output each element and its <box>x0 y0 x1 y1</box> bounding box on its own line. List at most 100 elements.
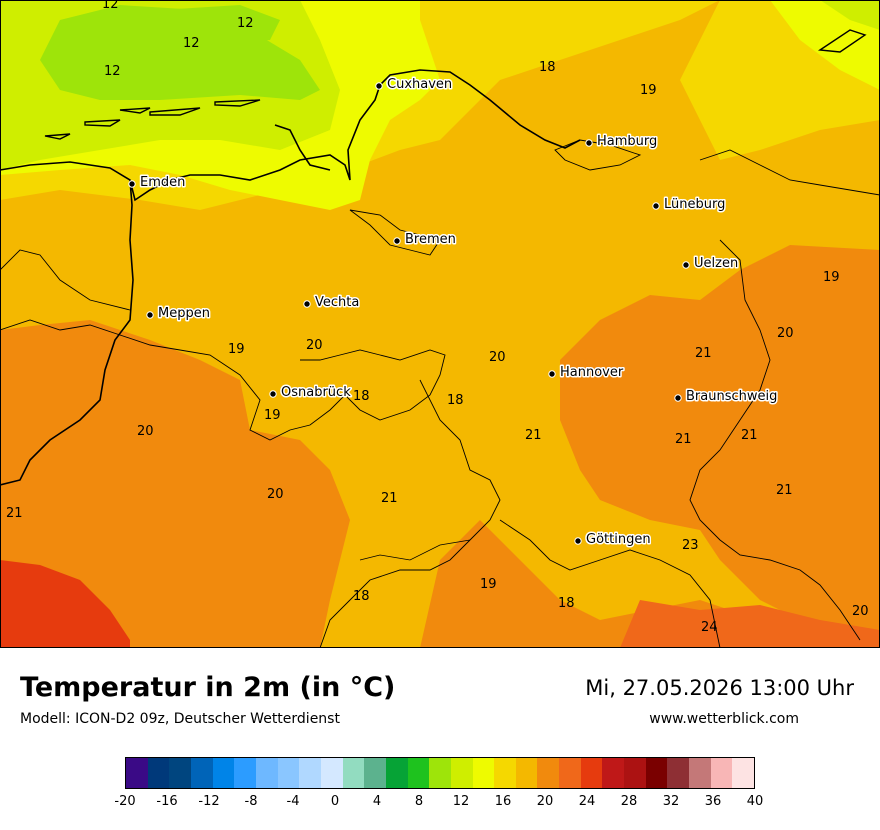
color-scale-tick-label: 36 <box>704 794 722 809</box>
color-scale-tick-label: 12 <box>452 794 470 809</box>
temp-label: 21 <box>6 506 23 521</box>
island-outline-6 <box>817 29 867 53</box>
city-label: Emden <box>140 175 185 190</box>
island-outline-2 <box>149 107 201 116</box>
city-dot <box>574 537 582 545</box>
model-source: Modell: ICON-D2 09z, Deutscher Wetterdie… <box>20 711 340 727</box>
temp-label: 21 <box>525 428 542 443</box>
city-label: Cuxhaven <box>387 77 452 92</box>
state-border-east <box>689 149 880 641</box>
color-scale-cell <box>320 758 343 788</box>
color-scale-cell <box>429 758 451 788</box>
temp-label: 18 <box>558 596 575 611</box>
city-label: Meppen <box>158 306 210 321</box>
color-scale-cell <box>299 758 321 788</box>
temp-label: 21 <box>741 428 758 443</box>
temp-label: 23 <box>682 538 699 553</box>
color-scale-cell <box>537 758 560 788</box>
color-scale-tick-label: 40 <box>746 794 764 809</box>
temp-label: 20 <box>852 604 869 619</box>
color-scale-cell <box>407 758 430 788</box>
color-scale-cell <box>342 758 365 788</box>
city-label: Bremen <box>405 232 456 247</box>
river-weser <box>359 539 471 561</box>
color-scale-tick-label: 20 <box>536 794 554 809</box>
island-outline-3 <box>214 99 261 107</box>
color-scale-cell <box>645 758 668 788</box>
city-markers: Cuxhaven Hamburg Emden Lüneburg Bremen U… <box>128 76 779 549</box>
temp-area-10-island-2 <box>160 5 280 45</box>
city-dot <box>393 237 401 245</box>
color-scale-cell <box>689 758 711 788</box>
temp-label: 21 <box>675 432 692 447</box>
temp-label: 19 <box>480 577 497 592</box>
color-scale-cell <box>255 758 278 788</box>
temp-label: 12 <box>237 16 254 31</box>
color-scale-tick-label: 0 <box>330 794 340 809</box>
map-title: Temperatur in 2m (in °C) <box>20 672 396 703</box>
color-scale-cell <box>277 758 300 788</box>
temperature-labels: 12 12 12 12 18 19 19 20 19 20 20 21 18 1… <box>6 0 869 635</box>
temp-area-24-southwest <box>0 560 130 648</box>
temp-label: 12 <box>102 0 119 12</box>
color-scale-cell <box>147 758 170 788</box>
city-dot <box>548 370 556 378</box>
temp-area-12-corner <box>820 0 880 30</box>
city-dot <box>674 394 682 402</box>
temp-label: 20 <box>306 338 323 353</box>
temp-label: 18 <box>353 389 370 404</box>
city-dot <box>682 261 690 269</box>
color-scale <box>125 757 755 789</box>
color-scale-cell <box>602 758 625 788</box>
temp-label: 21 <box>381 491 398 506</box>
island-outline-4 <box>119 107 151 114</box>
temp-area-20-south <box>420 520 880 648</box>
temp-label: 21 <box>695 346 712 361</box>
temp-label: 19 <box>264 408 281 423</box>
color-scale-tick-label: -20 <box>114 794 136 809</box>
city-dot <box>146 311 154 319</box>
color-scale-cell <box>450 758 473 788</box>
color-scale-cell <box>732 758 755 788</box>
temp-label: 12 <box>183 36 200 51</box>
temp-label: 19 <box>228 342 245 357</box>
color-scale-cell <box>126 758 148 788</box>
temp-label: 20 <box>137 424 154 439</box>
color-scale-cell <box>515 758 538 788</box>
city-dot <box>585 139 593 147</box>
color-scale-tick-label: -4 <box>286 794 300 809</box>
state-border-hamburg <box>554 139 642 171</box>
color-scale-cell <box>385 758 408 788</box>
temp-label: 20 <box>777 326 794 341</box>
website-link[interactable]: www.wetterblick.com <box>649 711 799 727</box>
color-scale-cell <box>472 758 495 788</box>
city-label: Vechta <box>315 295 359 310</box>
color-scale-ticks: -20 -16 -12 -8 -4 0 4 8 12 16 20 24 28 32 36 40 <box>114 794 763 814</box>
color-scale-cell <box>710 758 733 788</box>
temp-area-20-west <box>0 320 350 648</box>
city-label: Hannover <box>560 365 624 380</box>
state-border-bremen <box>349 209 441 256</box>
city-label: Hamburg <box>597 134 657 149</box>
color-scale-cell <box>234 758 256 788</box>
temp-area-14-northeast <box>770 0 880 90</box>
temp-label: 20 <box>267 487 284 502</box>
island-outline-1 <box>84 119 121 127</box>
color-scale-cell <box>580 758 603 788</box>
color-scale-tick-label: -16 <box>156 794 178 809</box>
temp-area-20-east <box>560 245 880 630</box>
city-dot <box>128 180 136 188</box>
color-scale-cell <box>624 758 646 788</box>
color-scale-tick-label: 28 <box>620 794 638 809</box>
temp-area-24-southeast <box>620 600 880 648</box>
temp-label: 18 <box>539 60 556 75</box>
city-dot <box>375 82 383 90</box>
color-scale-cell <box>559 758 581 788</box>
city-label: Braunschweig <box>686 389 777 404</box>
temperature-map: Cuxhaven Hamburg Emden Lüneburg Bremen U… <box>0 0 880 648</box>
temp-label: 19 <box>640 83 657 98</box>
color-scale-cell <box>667 758 690 788</box>
temp-label: 24 <box>701 620 718 635</box>
color-scale-cell <box>364 758 386 788</box>
temp-label: 12 <box>104 64 121 79</box>
